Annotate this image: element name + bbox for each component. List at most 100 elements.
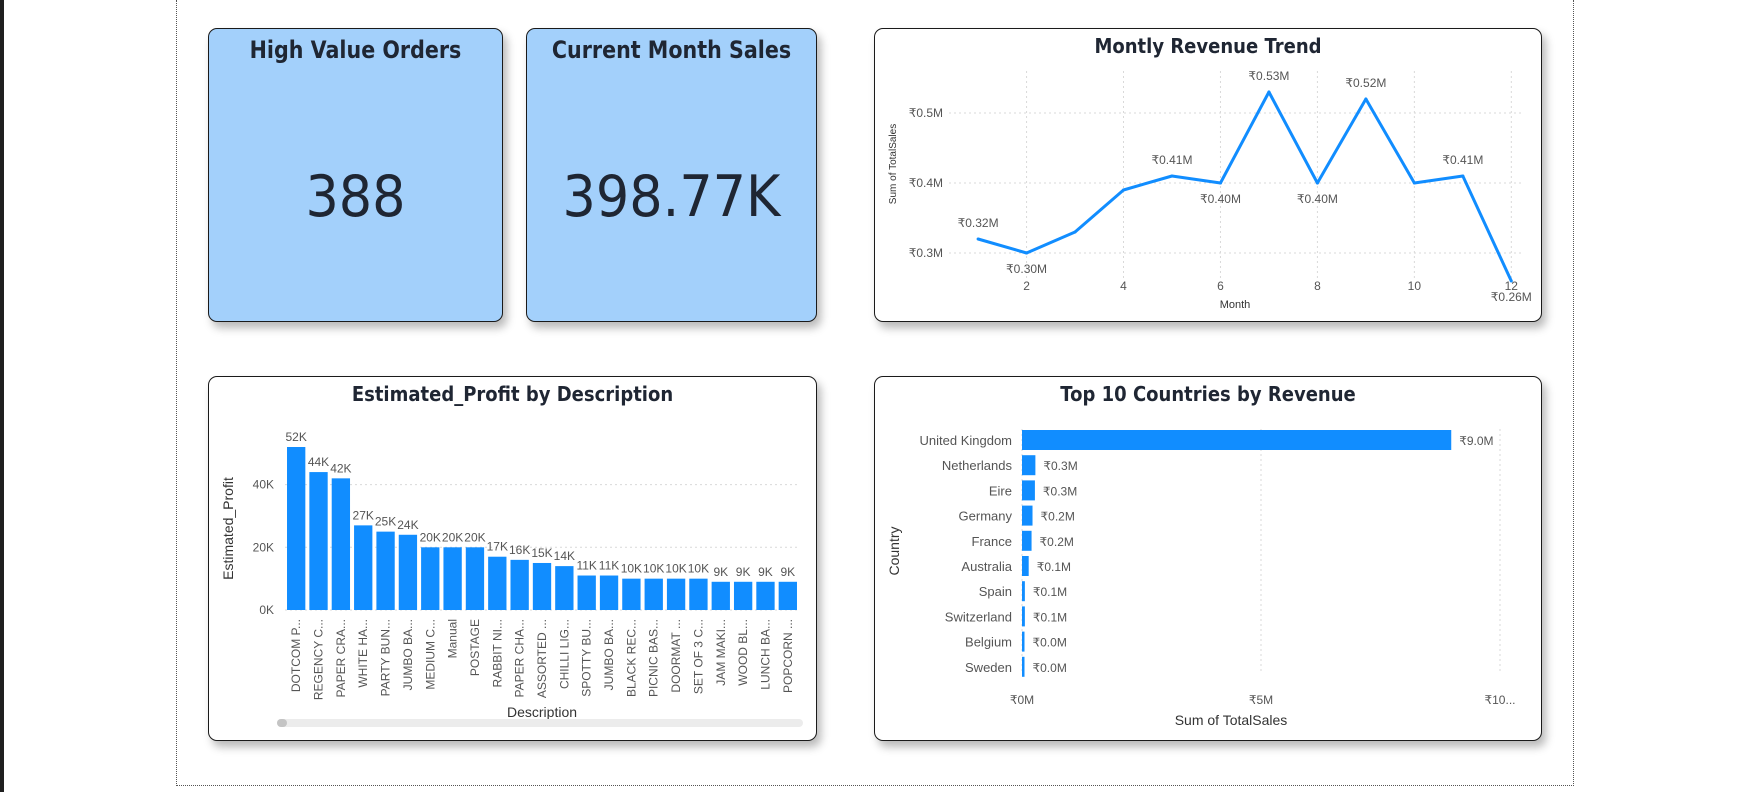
bar [1022, 455, 1036, 476]
monthly-revenue-chart-card[interactable]: Montly Revenue Trend ₹0.3M ₹0.4M ₹0.5M 2 4 6 8… [874, 28, 1542, 322]
bar [1022, 556, 1029, 576]
y-tick-label: Spain [979, 584, 1012, 599]
kpi-value: 388 [305, 164, 406, 230]
data-label: 24K [397, 518, 418, 532]
data-point [1267, 90, 1271, 94]
data-point [1122, 188, 1126, 192]
data-point [1509, 279, 1513, 283]
data-label: 9K [780, 565, 795, 579]
bar [599, 575, 619, 610]
y-tick-label: ₹0.4M [909, 176, 943, 190]
bar [689, 578, 708, 610]
data-label: ₹0.26M [1491, 290, 1532, 304]
x-tick-label: JUMBO BA... [602, 619, 616, 690]
y-tick-label: Australia [961, 559, 1012, 574]
x-tick-label: MEDIUM C... [423, 619, 437, 690]
data-point [1218, 181, 1222, 185]
data-label: ₹0.53M [1248, 69, 1289, 83]
x-tick-label: PICNIC BAS... [647, 619, 661, 697]
data-label: 20K [420, 530, 441, 544]
x-tick-label: RABBIT NI... [490, 619, 504, 687]
x-tick-label: BLACK REC... [624, 619, 638, 697]
data-label: ₹0.2M [1040, 535, 1074, 549]
profit-chart-card[interactable]: Estimated_Profit by Description 0K 20K 40K… [208, 376, 817, 741]
x-tick-label: 12 [1505, 279, 1519, 293]
bar [443, 547, 462, 610]
bar [465, 547, 485, 610]
data-label: 17K [487, 540, 508, 554]
y-tick-label: France [972, 534, 1012, 549]
data-point [1025, 251, 1029, 255]
bar [510, 559, 529, 610]
x-axis-title: Sum of TotalSales [1175, 712, 1288, 728]
data-label: 14K [554, 549, 575, 563]
data-label: ₹0.2M [1041, 510, 1075, 524]
kpi-card-current-month-sales[interactable]: Current Month Sales 398.77K [526, 28, 817, 322]
country-chart-card[interactable]: Top 10 Countries by Revenue ₹0M ₹5M ₹10...… [874, 376, 1542, 741]
bar [309, 472, 328, 610]
data-label: ₹9.0M [1459, 434, 1493, 448]
x-tick-label: ASSORTED ... [535, 619, 549, 698]
data-label: 10K [643, 562, 664, 576]
x-tick-label: SPOTTY BU... [580, 619, 594, 697]
x-tick-label: PAPER CHA... [513, 619, 527, 697]
kpi-title: Current Month Sales [551, 36, 792, 64]
bar [577, 575, 596, 610]
data-label: ₹0.1M [1033, 610, 1067, 624]
bar [1022, 656, 1025, 677]
x-tick-label: JUMBO BA... [401, 619, 415, 690]
x-tick-label: POPCORN ... [781, 619, 795, 693]
x-tick-label: CHILLI LIG... [557, 619, 571, 689]
x-tick-label: 4 [1120, 279, 1127, 293]
data-label: 9K [713, 565, 728, 579]
chart-title: Montly Revenue Trend [1094, 34, 1322, 58]
data-label: ₹0.41M [1442, 153, 1483, 167]
x-tick-label: LUNCH BA... [758, 619, 772, 690]
data-label: ₹0.0M [1033, 636, 1067, 650]
data-point [1073, 230, 1077, 234]
y-tick-label: Belgium [965, 635, 1012, 650]
data-label: 25K [375, 515, 396, 529]
data-label: ₹0.0M [1033, 661, 1067, 675]
data-point [976, 237, 980, 241]
data-label: ₹0.40M [1200, 192, 1241, 206]
kpi-card-high-value-orders[interactable]: High Value Orders 388 [208, 28, 503, 322]
y-tick-label: Sweden [965, 660, 1012, 675]
bar [1022, 631, 1025, 652]
bar [666, 578, 686, 610]
y-tick-label: ₹0.3M [909, 246, 943, 260]
data-point [1315, 181, 1319, 185]
x-tick-label: 6 [1217, 279, 1224, 293]
x-axis-title: Description [507, 704, 577, 720]
y-axis-title: Estimated_Profit [220, 477, 236, 580]
bar [376, 531, 395, 610]
bar [555, 566, 574, 610]
window-edge [0, 0, 4, 792]
bar [1022, 505, 1033, 526]
bar [331, 478, 351, 610]
bar [1022, 480, 1035, 501]
data-label: ₹0.30M [1006, 262, 1047, 276]
report-canvas [176, 0, 1574, 786]
data-label: ₹0.3M [1043, 484, 1077, 498]
data-point [1412, 181, 1416, 185]
scrollbar-thumb [277, 719, 287, 727]
x-tick-label: JAM MAKI... [714, 619, 728, 686]
data-label: ₹0.52M [1345, 76, 1386, 90]
data-label: 16K [509, 543, 530, 557]
y-tick-label: United Kingdom [920, 433, 1013, 448]
y-axis-title: Country [886, 526, 902, 575]
bar [354, 525, 373, 610]
series-line [977, 90, 1513, 282]
data-label: 42K [330, 461, 351, 475]
data-point [1461, 174, 1465, 178]
x-tick-label: ₹5M [1249, 693, 1273, 707]
x-tick-label: 10 [1408, 279, 1422, 293]
bar [421, 547, 440, 610]
x-tick-label: WOOD BL... [736, 619, 750, 686]
data-label: ₹0.1M [1033, 585, 1067, 599]
bar [756, 581, 775, 610]
data-label: ₹0.3M [1043, 459, 1077, 473]
bar [398, 534, 418, 610]
x-tick-label: 2 [1023, 279, 1030, 293]
